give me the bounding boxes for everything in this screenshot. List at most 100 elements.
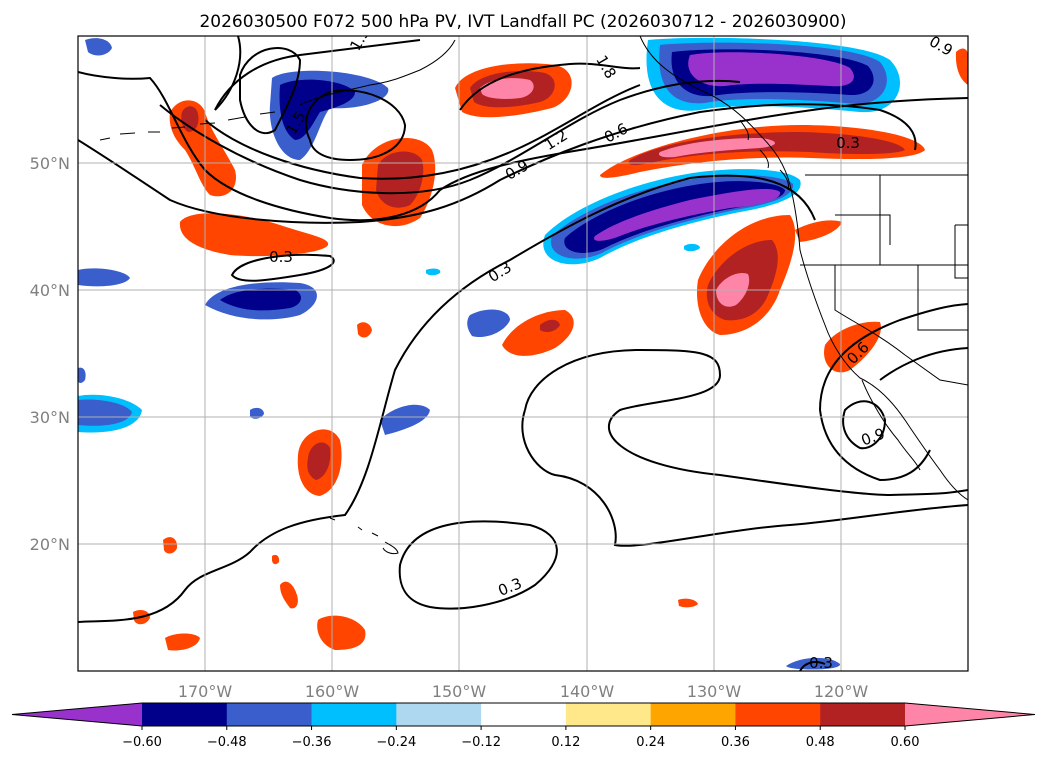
positive-anomaly-patch	[540, 319, 560, 333]
colorbar-tick-label: −0.36	[292, 735, 332, 750]
positive-anomaly-patch	[955, 48, 968, 85]
positive-anomaly-patch	[480, 78, 534, 99]
positive-anomaly-patch	[163, 537, 178, 554]
contour-0.6-southeast	[819, 303, 968, 411]
contour-0.3-main	[78, 174, 816, 623]
colorbar-segment	[226, 703, 313, 726]
contour-1.8-north	[459, 62, 641, 111]
colorbar-tick-label: 0.24	[636, 735, 665, 750]
colorbar-tick-label: −0.60	[122, 735, 162, 750]
positive-anomaly-patch	[628, 132, 905, 165]
colorbar-tick-label: −0.12	[461, 735, 501, 750]
alaska-coast	[299, 39, 456, 106]
negative-anomaly-patch	[78, 268, 130, 287]
x-axis-tick-labels: 170°W 160°W 150°W 140°W 130°W 120°W	[178, 682, 869, 701]
x-tick-label: 150°W	[432, 682, 487, 701]
negative-anomaly-patch	[250, 407, 264, 419]
contour-0.9-northeast	[214, 36, 242, 111]
colorbar-segment	[481, 703, 567, 726]
state-border	[904, 354, 968, 386]
negative-anomaly-patch	[684, 243, 700, 252]
contour-0.3-mid2	[521, 409, 968, 547]
negative-anomaly-patch	[380, 404, 430, 435]
positive-anomaly-patch	[280, 581, 298, 609]
contour-0.9-southeast	[842, 400, 887, 450]
negative-anomaly-patches	[78, 37, 900, 670]
state-border	[917, 265, 968, 331]
colorbar-extend-low	[12, 703, 142, 726]
y-tick-label: 30°N	[30, 408, 70, 427]
north-america-west-coast	[639, 36, 968, 501]
colorbar: −0.60 −0.48 −0.36 −0.24 −0.12 0.12 0.24 0.36 0.4…	[11, 702, 1036, 750]
colorbar-segment	[311, 703, 397, 726]
colorbar-tick-label: −0.48	[207, 735, 247, 750]
negative-anomaly-patch	[220, 288, 302, 311]
positive-anomaly-patch	[181, 106, 199, 132]
colorbar-segment	[565, 703, 652, 726]
x-tick-label: 140°W	[560, 682, 615, 701]
contour-1.5-west	[239, 47, 302, 135]
negative-anomaly-patch	[78, 399, 132, 426]
colorbar-tick-label: 0.60	[891, 735, 920, 750]
positive-anomaly-patch	[357, 322, 372, 338]
positive-anomaly-patch	[179, 213, 329, 257]
x-tick-label: 170°W	[178, 682, 233, 701]
positive-anomaly-patch	[307, 442, 331, 480]
colorbar-tick-label: 0.12	[551, 735, 580, 750]
bc-coastal-islands	[739, 119, 789, 191]
x-tick-label: 120°W	[814, 682, 869, 701]
pv-contour-lines	[78, 36, 968, 671]
contour-0.3-east-south	[799, 661, 826, 671]
contour-0.6-southeast3	[879, 347, 968, 381]
contour-1.8	[305, 89, 407, 162]
contour-0.3-mid	[524, 348, 968, 497]
contour-label: 0.3	[836, 134, 860, 152]
colorbar-segment	[396, 703, 482, 726]
colorbar-tick-label: −0.24	[376, 735, 416, 750]
contour-1.2	[204, 84, 641, 180]
negative-anomaly-patch	[688, 52, 854, 87]
positive-anomaly-patch	[317, 615, 366, 650]
negative-anomaly-patch	[786, 657, 841, 670]
contour-0.3-west-loop	[230, 253, 335, 282]
negative-anomaly-patch	[279, 79, 355, 140]
x-tick-label: 130°W	[687, 682, 742, 701]
map-frame	[77, 35, 969, 672]
negative-anomaly-patch	[85, 38, 112, 56]
x-tick-label: 160°W	[305, 682, 360, 701]
colorbar-segment	[142, 703, 228, 726]
y-axis-tick-labels: 20°N 30°N 40°N 50°N	[30, 154, 70, 554]
colorbar-tick-label: 0.48	[806, 735, 835, 750]
negative-anomaly-patch	[467, 309, 510, 338]
chart-title: 2026030500 F072 500 hPa PV, IVT Landfall…	[199, 12, 846, 32]
positive-anomaly-patch	[678, 598, 698, 608]
y-tick-label: 20°N	[30, 535, 70, 554]
colorbar-tick-label: 0.36	[721, 735, 750, 750]
contour-0.9	[159, 79, 741, 195]
coastlines	[99, 36, 968, 555]
colorbar-segment	[735, 703, 821, 726]
positive-anomaly-patch	[272, 554, 280, 565]
y-tick-label: 50°N	[30, 154, 70, 173]
hawaiian-islands	[329, 517, 399, 555]
colorbar-segment	[650, 703, 736, 726]
positive-anomaly-patch	[658, 138, 775, 158]
colorbar-segment	[820, 703, 906, 726]
state-border	[954, 224, 968, 279]
negative-anomaly-patch	[594, 189, 781, 241]
negative-anomaly-patch	[78, 367, 86, 383]
positive-anomaly-patch	[795, 220, 842, 242]
aleutian-islands	[99, 111, 276, 141]
contour-label: 0.3	[809, 654, 833, 672]
positive-anomaly-patches	[133, 48, 968, 651]
contour-0.3-south	[398, 520, 558, 610]
positive-anomaly-patch	[165, 633, 200, 651]
contour-label: 0.3	[269, 248, 293, 266]
negative-anomaly-patch	[426, 268, 441, 276]
state-border	[834, 265, 906, 356]
y-tick-label: 40°N	[30, 281, 70, 300]
colorbar-extend-high	[905, 703, 1035, 726]
baja-peninsula	[861, 379, 921, 471]
state-border	[835, 214, 891, 245]
